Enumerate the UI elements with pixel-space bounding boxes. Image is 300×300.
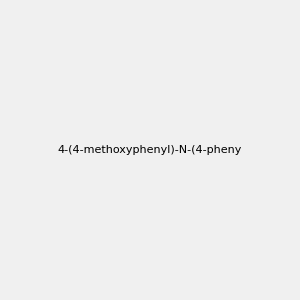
Text: 4-(4-methoxyphenyl)-N-(4-pheny: 4-(4-methoxyphenyl)-N-(4-pheny (58, 145, 242, 155)
